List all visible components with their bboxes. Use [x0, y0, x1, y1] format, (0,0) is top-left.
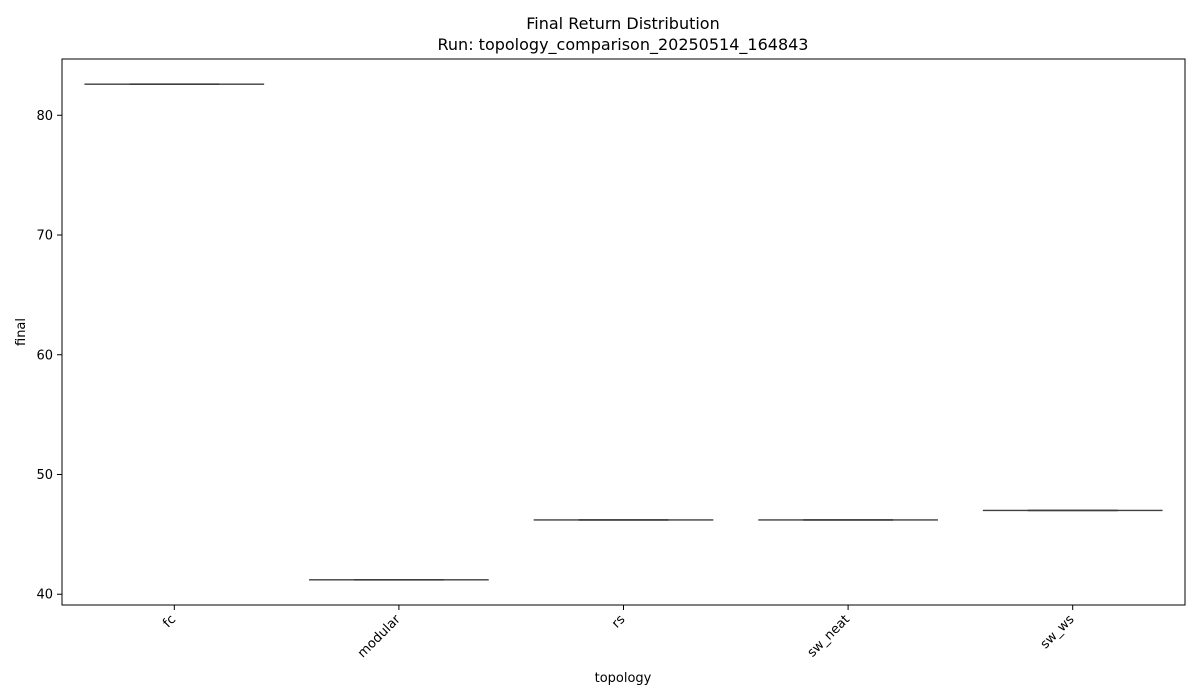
- x-axis-label: topology: [595, 671, 652, 686]
- x-tick-label: rs: [609, 612, 628, 631]
- box-marks: [84, 83, 1163, 581]
- x-tick-label: sw_neat: [805, 612, 853, 660]
- chart-title: Final Return Distribution: [526, 14, 719, 33]
- plot-area: [61, 58, 1186, 606]
- y-tick-label: 50: [36, 468, 53, 483]
- x-tick-label: sw_ws: [1038, 612, 1078, 652]
- y-tick-label: 40: [36, 588, 53, 603]
- y-tick-label: 80: [36, 109, 53, 124]
- y-axis: 40 50 60 70 80: [36, 109, 62, 603]
- y-tick-label: 70: [36, 229, 53, 244]
- chart-subtitle: Run: topology_comparison_20250514_164843: [438, 35, 809, 55]
- y-tick-label: 60: [36, 348, 53, 363]
- x-tick-label: fc: [160, 612, 179, 631]
- y-axis-label: final: [14, 318, 29, 346]
- x-axis: fc modular rs sw_neat sw_ws: [160, 605, 1078, 661]
- x-tick-label: modular: [355, 612, 404, 661]
